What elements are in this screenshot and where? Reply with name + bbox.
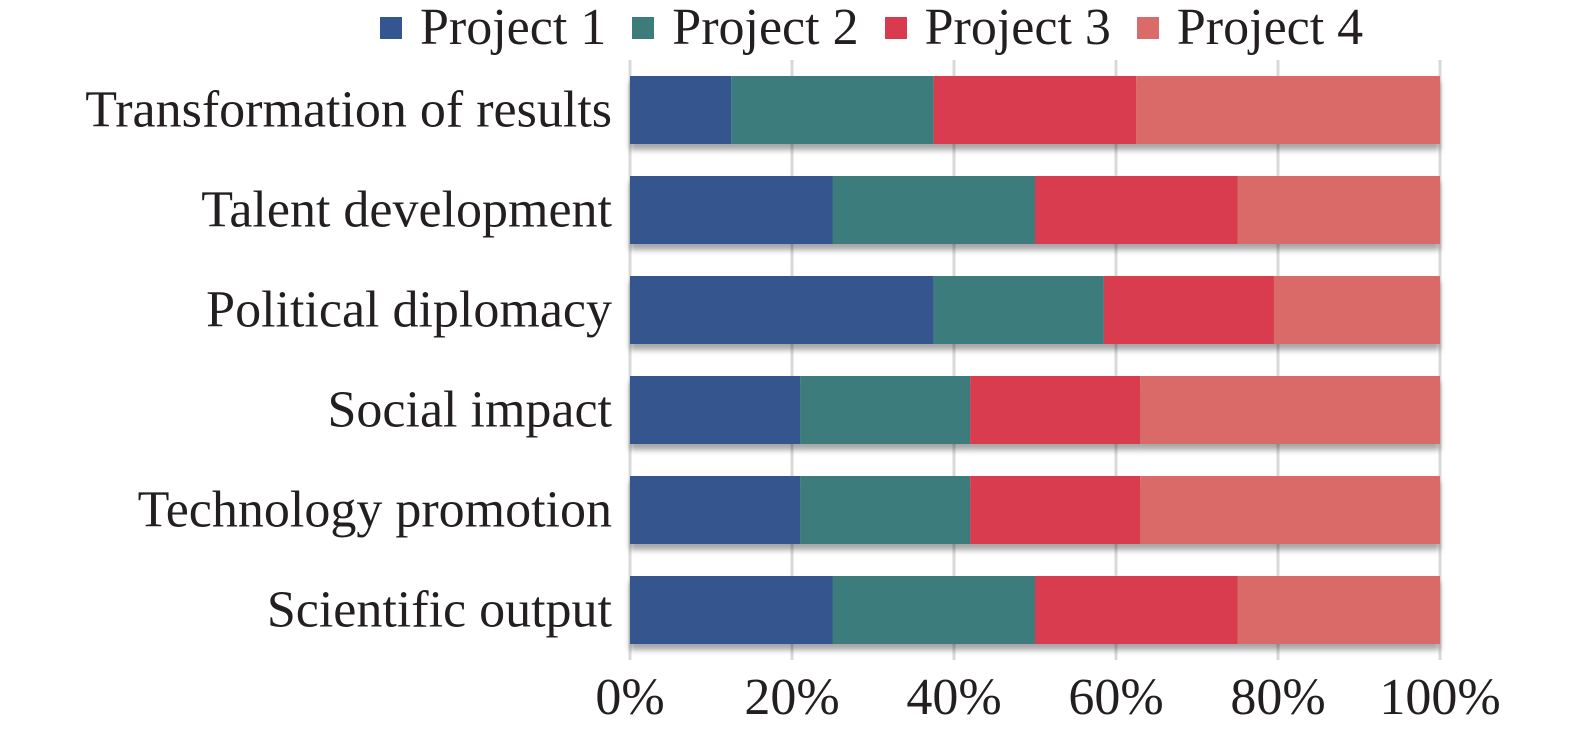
- bar-scientific-output-project-4: [1237, 576, 1440, 644]
- bar-talent-development-project-2: [832, 176, 1035, 244]
- category-label-political-diplomacy: Political diplomacy: [206, 282, 612, 339]
- legend-label-project-4: Project 4: [1176, 0, 1364, 56]
- legend-swatch-project-3: [884, 17, 907, 39]
- bar-technology-promotion-project-4: [1140, 476, 1440, 544]
- legend-swatch-project-4: [1136, 17, 1159, 39]
- bar-scientific-output-project-2: [832, 576, 1035, 644]
- x-tick-label-0: 0%: [595, 669, 664, 726]
- bar-social-impact-project-2: [800, 376, 971, 444]
- bar-social-impact-project-1: [630, 376, 801, 444]
- bar-transformation-of-results-project-3: [933, 76, 1137, 144]
- x-tick-label-40: 40%: [906, 669, 1001, 726]
- bar-talent-development-project-4: [1237, 176, 1440, 244]
- legend-item-project-2: Project 2: [632, 0, 859, 56]
- category-label-social-impact: Social impact: [328, 382, 613, 439]
- x-tick-label-60: 60%: [1068, 669, 1163, 726]
- bar-group-technology-promotion: [630, 476, 1440, 544]
- x-tick-label-80: 80%: [1230, 669, 1325, 726]
- bar-talent-development-project-1: [630, 176, 833, 244]
- legend-label-project-3: Project 3: [924, 0, 1111, 56]
- legend-label-project-1: Project 1: [420, 0, 607, 56]
- legend-item-project-3: Project 3: [884, 0, 1111, 56]
- bar-political-diplomacy-project-4: [1273, 276, 1440, 344]
- bar-transformation-of-results-project-4: [1136, 76, 1440, 144]
- legend-swatch-project-2: [632, 17, 655, 39]
- bar-technology-promotion-project-1: [630, 476, 801, 544]
- bar-political-diplomacy-project-3: [1103, 276, 1274, 344]
- legend: Project 1 Project 2 Project 3 Project 4: [380, 0, 1389, 56]
- bar-social-impact-project-3: [970, 376, 1141, 444]
- bar-political-diplomacy-project-1: [630, 276, 934, 344]
- bar-group-scientific-output: [630, 576, 1440, 644]
- bar-technology-promotion-project-3: [970, 476, 1141, 544]
- category-labels: Transformation of results Talent developm…: [85, 82, 612, 639]
- grid-lines: [628, 60, 1442, 660]
- legend-swatch-project-1: [380, 17, 402, 39]
- bar-scientific-output-project-1: [630, 576, 833, 644]
- bar-technology-promotion-project-2: [800, 476, 971, 544]
- bar-transformation-of-results-project-1: [630, 76, 732, 144]
- bar-transformation-of-results-project-2: [731, 76, 934, 144]
- category-label-scientific-output: Scientific output: [267, 582, 613, 639]
- category-label-transformation-of-results: Transformation of results: [85, 82, 612, 139]
- bar-group-talent-development: [630, 176, 1440, 244]
- bar-talent-development-project-3: [1035, 176, 1238, 244]
- bar-scientific-output-project-3: [1035, 576, 1238, 644]
- category-label-technology-promotion: Technology promotion: [138, 482, 612, 539]
- bar-group-political-diplomacy: [630, 276, 1440, 344]
- x-tick-label-20: 20%: [744, 669, 839, 726]
- category-label-talent-development: Talent development: [201, 182, 612, 239]
- bar-group-transformation-of-results: [630, 76, 1440, 144]
- legend-item-project-4: Project 4: [1136, 0, 1364, 56]
- bar-political-diplomacy-project-2: [933, 276, 1104, 344]
- legend-item-project-1: Project 1: [380, 0, 606, 56]
- bar-social-impact-project-4: [1140, 376, 1440, 444]
- x-tick-label-100: 100%: [1379, 669, 1500, 726]
- legend-label-project-2: Project 2: [672, 0, 859, 56]
- bars: [630, 76, 1440, 644]
- x-tick-labels: 0% 20% 40% 60% 80% 100%: [595, 669, 1500, 726]
- bar-group-social-impact: [630, 376, 1440, 444]
